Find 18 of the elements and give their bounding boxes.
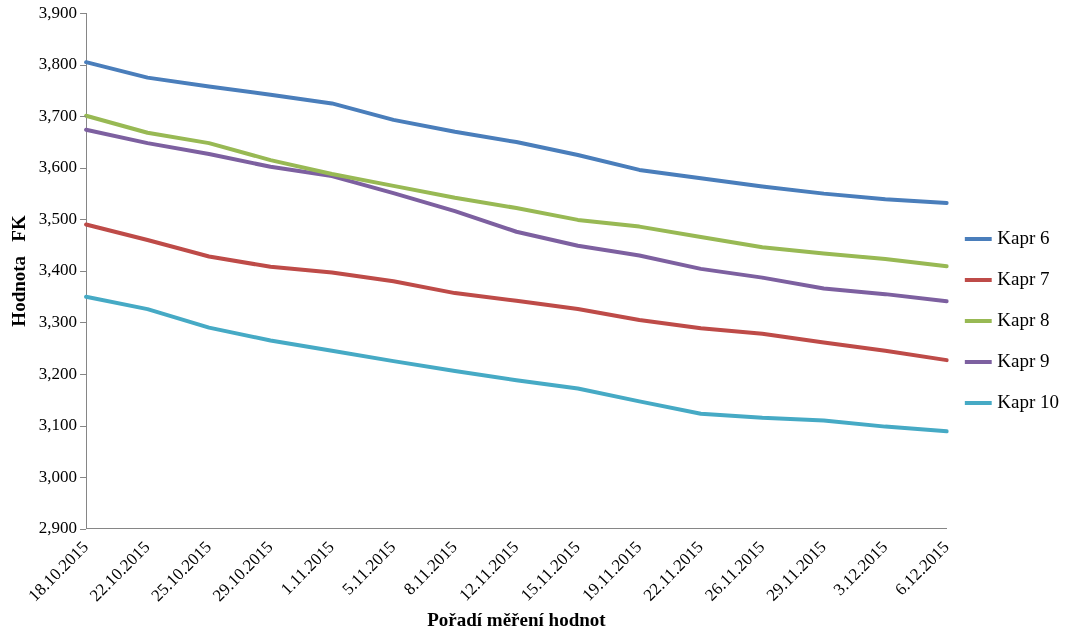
y-tick-label: 3,200 [38,363,78,383]
y-tick-label: 3,700 [38,105,78,125]
legend-label: Kapr 10 [997,390,1059,412]
y-tick-label: 3,500 [38,208,78,228]
legend-label: Kapr 6 [997,226,1050,248]
y-tick-label: 2,900 [38,518,78,538]
y-tick-label: 3,000 [38,466,78,486]
y-tick-label: 3,600 [38,157,78,177]
y-tick-label: 3,900 [38,2,78,22]
x-axis-title: Pořadí měření hodnot [427,608,607,630]
y-tick-label: 3,300 [38,311,78,331]
y-tick-label: 3,100 [38,415,78,435]
y-axis-title: Hodnota FK [8,215,30,327]
legend-label: Kapr 8 [997,308,1050,330]
legend-label: Kapr 9 [997,349,1050,371]
y-tick-label: 3,800 [38,54,78,74]
legend-label: Kapr 7 [997,267,1050,289]
y-tick-label: 3,400 [38,260,78,280]
